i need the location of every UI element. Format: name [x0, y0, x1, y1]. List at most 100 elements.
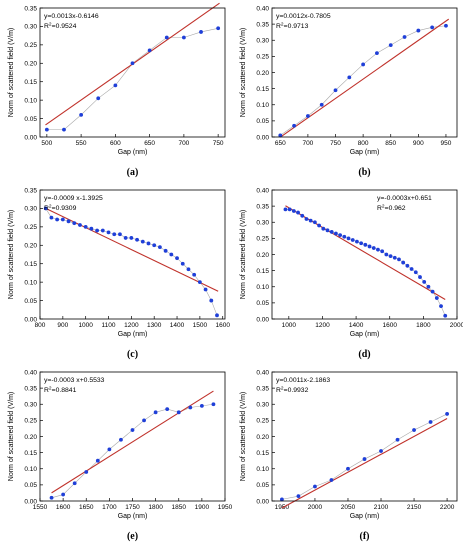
x-tick-label: 650 [275, 140, 286, 147]
data-connector-line [280, 25, 446, 136]
data-point [422, 280, 427, 284]
data-point [361, 62, 366, 67]
data-point [397, 257, 401, 262]
x-tick-label: 1550 [33, 504, 48, 511]
data-point [443, 313, 448, 318]
panel-label: (b) [358, 167, 370, 178]
x-tick-label: 1000 [282, 322, 297, 329]
x-tick-label: 700 [178, 140, 189, 147]
x-tick-label: 1600 [56, 504, 71, 511]
x-tick-label: 1750 [125, 504, 140, 511]
data-point [89, 226, 94, 231]
x-tick-label: 1850 [172, 504, 187, 511]
y-tick-label: 0.35 [24, 385, 37, 392]
y-tick-label: 0.00 [24, 316, 37, 323]
data-point [66, 219, 71, 224]
y-tick-label: 0.35 [256, 21, 269, 28]
data-connector-line [45, 208, 218, 316]
y-tick-label: 0.25 [24, 224, 37, 231]
r-squared-superscript: 2 [281, 22, 284, 28]
data-point [376, 247, 380, 252]
x-tick-label: 1600 [382, 322, 397, 329]
plot-frame [39, 189, 226, 320]
plot-frame [271, 371, 458, 502]
data-point [304, 217, 309, 221]
data-point [72, 481, 77, 486]
y-tick-label: 0.10 [24, 97, 37, 104]
x-tick-label: 1200 [315, 322, 330, 329]
y-tick-label: 0.10 [24, 279, 37, 286]
data-point [300, 213, 305, 218]
panel-label: (c) [127, 349, 138, 360]
data-point [321, 226, 326, 231]
y-axis-label: Norm of scattered field (V/m) [240, 28, 247, 117]
y-tick-label: 0.30 [24, 24, 37, 31]
data-point [412, 428, 416, 432]
data-point [78, 223, 82, 227]
data-point [49, 495, 54, 500]
y-tick-label: 0.40 [256, 369, 269, 376]
x-axis-label: Gap (nm) [118, 149, 148, 156]
x-tick-label: 1100 [102, 322, 116, 329]
y-tick-label: 0.30 [256, 38, 269, 45]
data-point [305, 114, 310, 118]
data-point [296, 494, 301, 499]
data-point [308, 218, 313, 223]
data-point [165, 407, 170, 411]
data-point [135, 237, 139, 242]
fit-equation: y=0.0011x-2.1863 [276, 377, 330, 384]
r-squared-label: R2=0.9713 [276, 22, 309, 31]
data-point [72, 221, 77, 226]
x-tick-label: 600 [110, 140, 121, 147]
plot-frame [39, 371, 226, 502]
y-tick-label: 0.25 [256, 54, 269, 61]
y-tick-label: 0.10 [24, 466, 37, 473]
data-point [96, 96, 101, 101]
data-point [152, 243, 157, 248]
data-point [395, 437, 400, 442]
data-point [280, 497, 284, 502]
data-point [164, 35, 169, 40]
data-point [401, 260, 406, 265]
chart-panel-2: 650 700 750 800 850 900 950 0.00 0.05 0.10 0.15 0.2… [240, 5, 458, 178]
data-point [163, 248, 168, 253]
panel-label: (e) [127, 531, 138, 542]
y-tick-label: 0.15 [24, 450, 37, 457]
y-tick-label: 0.20 [256, 70, 269, 77]
data-point [439, 304, 443, 308]
data-point [313, 484, 317, 489]
y-axis-label: Norm of scattered field (V/m) [240, 210, 247, 299]
data-point [106, 230, 111, 235]
data-point [342, 234, 347, 239]
y-tick-label: 0.05 [24, 116, 37, 123]
data-point [329, 478, 334, 482]
data-point [129, 236, 134, 240]
r-squared-superscript: 2 [49, 22, 52, 28]
y-tick-label: 0.40 [24, 369, 37, 376]
data-point [418, 275, 422, 279]
data-point [445, 412, 449, 416]
data-point [112, 232, 117, 237]
r-squared-label: R2=0.8841 [44, 386, 77, 395]
plot-frame [271, 189, 458, 320]
data-point [49, 215, 54, 220]
data-point [416, 28, 421, 33]
x-tick-label: 1200 [124, 322, 139, 329]
fit-equation: y=0.0012x-0.7805 [276, 13, 331, 20]
x-tick-label: 950 [441, 140, 452, 147]
data-point [158, 245, 162, 250]
data-point [95, 228, 99, 233]
y-tick-label: 0.30 [24, 402, 37, 409]
x-tick-label: 500 [41, 140, 52, 147]
x-tick-label: 2000 [450, 322, 463, 329]
data-point [426, 284, 431, 289]
chart-panel-6: 1950 2000 2050 2100 2150 22000.000.050.100.15… [240, 369, 458, 542]
data-point [283, 207, 288, 212]
data-point [428, 420, 433, 424]
data-point [434, 296, 439, 300]
r-squared-prefix: R [44, 205, 49, 212]
y-tick-label: 0.00 [256, 134, 269, 141]
data-point [296, 210, 300, 215]
data-point [62, 127, 66, 132]
